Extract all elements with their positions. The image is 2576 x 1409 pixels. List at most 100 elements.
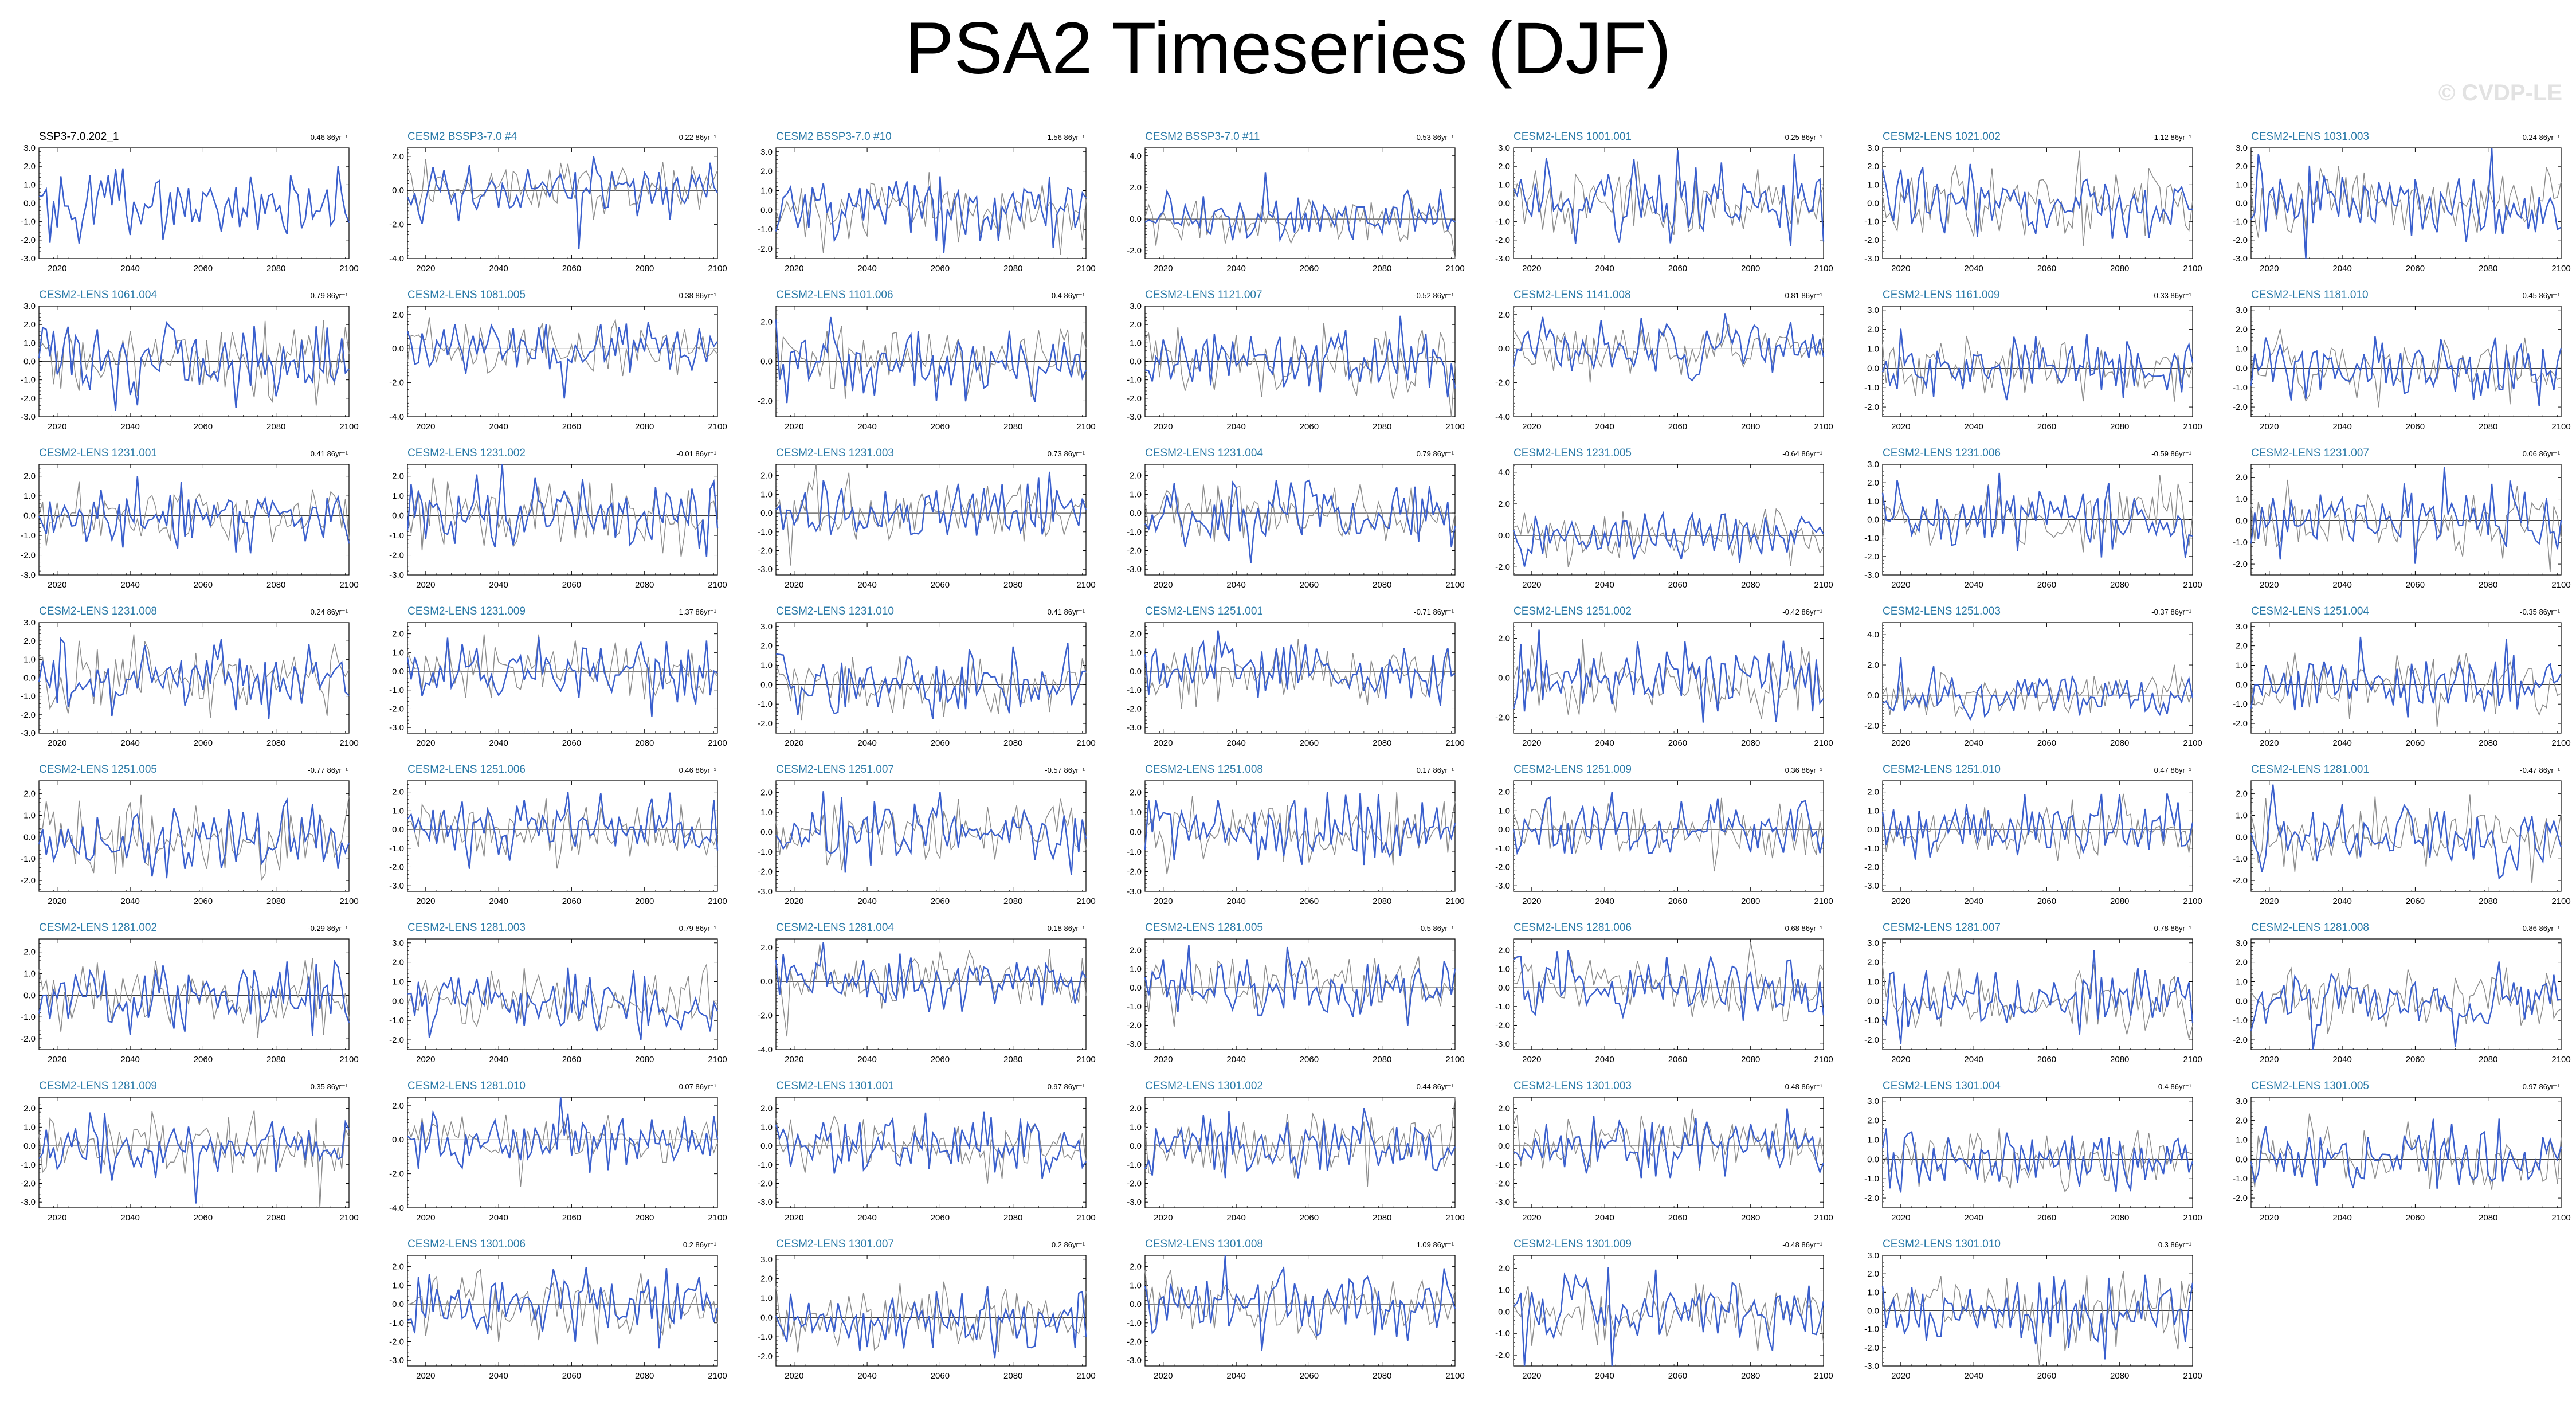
y-tick-label: -1.0 bbox=[1495, 1160, 1510, 1170]
y-tick-label: 2.0 bbox=[760, 1104, 773, 1114]
y-tick-label: 3.0 bbox=[2236, 143, 2248, 153]
panel-title: CESM2-LENS 1301.002 bbox=[1145, 1080, 1263, 1092]
x-tick-label: 2080 bbox=[266, 422, 285, 432]
panel-title: CESM2-LENS 1281.001 bbox=[2251, 764, 2369, 776]
timeseries-panel: CESM2-LENS 1101.006 0.4 86yr⁻¹ 2.0 0.0 -2.0 2… bbox=[758, 289, 1096, 432]
x-tick-label: 2100 bbox=[1445, 1055, 1464, 1064]
reference-series-line bbox=[775, 798, 1087, 871]
y-tick-label: -1.0 bbox=[21, 692, 36, 702]
x-tick-label: 2080 bbox=[1003, 422, 1022, 432]
panel-trend: 0.79 86yr⁻¹ bbox=[1417, 449, 1454, 458]
x-tick-label: 2020 bbox=[416, 738, 435, 748]
x-tick-label: 2020 bbox=[785, 1371, 803, 1381]
x-tick-label: 2020 bbox=[785, 1213, 803, 1223]
y-tick-label: 1.0 bbox=[760, 660, 773, 670]
x-tick-label: 2100 bbox=[1076, 1213, 1095, 1223]
timeseries-panel: CESM2-LENS 1281.006 -0.68 86yr⁻¹ 2.0 1.0 0.0… bbox=[1495, 922, 1833, 1064]
y-tick-label: -1.0 bbox=[1127, 527, 1142, 537]
y-tick-label: -1.0 bbox=[758, 1332, 773, 1342]
x-tick-label: 2020 bbox=[785, 1055, 803, 1064]
y-tick-label: 3.0 bbox=[2236, 306, 2248, 315]
x-tick-label: 2080 bbox=[1003, 264, 1022, 273]
x-tick-label: 2020 bbox=[2260, 580, 2279, 590]
y-tick-label: -2.0 bbox=[1127, 704, 1142, 714]
y-tick-label: -1.0 bbox=[1127, 686, 1142, 695]
x-tick-label: 2060 bbox=[2037, 897, 2056, 906]
y-tick-label: 0.0 bbox=[1498, 1141, 1510, 1151]
panel-title: CESM2-LENS 1281.010 bbox=[407, 1080, 526, 1092]
y-tick-label: 1.0 bbox=[1130, 1122, 1142, 1132]
timeseries-panel: CESM2-LENS 1301.008 1.09 86yr⁻¹ 2.0 1.0 0.0 -… bbox=[1127, 1238, 1465, 1381]
x-tick-label: 2060 bbox=[931, 264, 950, 273]
x-tick-label: 2100 bbox=[339, 264, 358, 273]
x-tick-label: 2100 bbox=[1814, 1371, 1833, 1381]
y-tick-label: 0.0 bbox=[1867, 515, 1879, 525]
y-tick-label: 0.0 bbox=[1867, 363, 1879, 373]
panel-trend: -0.24 86yr⁻¹ bbox=[2520, 133, 2560, 142]
reference-series-line bbox=[1882, 1271, 2193, 1367]
x-tick-label: 2040 bbox=[489, 264, 508, 273]
y-tick-label: 0.0 bbox=[1130, 357, 1142, 367]
panel-trend: -0.01 86yr⁻¹ bbox=[676, 449, 716, 458]
y-tick-label: -3.0 bbox=[758, 565, 773, 574]
panel-frame bbox=[1513, 1097, 1824, 1208]
x-tick-label: 2040 bbox=[1595, 422, 1614, 432]
y-tick-label: -2.0 bbox=[2233, 559, 2248, 569]
y-tick-label: 3.0 bbox=[1867, 1251, 1879, 1261]
x-tick-label: 2040 bbox=[489, 738, 508, 748]
y-tick-label: 2.0 bbox=[1498, 788, 1510, 797]
reference-series-line bbox=[38, 794, 350, 882]
reference-series-line bbox=[407, 317, 718, 377]
y-tick-label: -2.0 bbox=[21, 876, 36, 886]
timeseries-panel: CESM2-LENS 1231.001 0.41 86yr⁻¹ 2.0 1.0 0.0 -… bbox=[21, 447, 359, 590]
member-series-line bbox=[775, 316, 1087, 404]
y-tick-label: 2.0 bbox=[1867, 660, 1879, 670]
panel-trend: 0.07 86yr⁻¹ bbox=[679, 1082, 717, 1091]
y-tick-label: 0.0 bbox=[23, 511, 36, 521]
x-tick-label: 2100 bbox=[708, 1213, 727, 1223]
y-tick-label: -2.0 bbox=[1495, 713, 1510, 722]
y-tick-label: -2.0 bbox=[2233, 236, 2248, 245]
x-tick-label: 2080 bbox=[1741, 1055, 1760, 1064]
x-tick-label: 2020 bbox=[48, 1055, 66, 1064]
x-tick-label: 2040 bbox=[1595, 1213, 1614, 1223]
x-tick-label: 2060 bbox=[1300, 738, 1319, 748]
y-tick-label: -1.0 bbox=[389, 531, 404, 541]
x-tick-label: 2100 bbox=[2551, 422, 2570, 432]
reference-series-line bbox=[1882, 150, 2193, 246]
x-tick-label: 2040 bbox=[120, 1213, 139, 1223]
x-tick-label: 2060 bbox=[2037, 422, 2056, 432]
timeseries-panel: CESM2-LENS 1301.005 -0.97 86yr⁻¹ 3.0 2.0 1.0… bbox=[2233, 1080, 2571, 1223]
panel-frame bbox=[38, 1097, 350, 1208]
x-tick-label: 2020 bbox=[1154, 1055, 1173, 1064]
x-tick-label: 2040 bbox=[489, 580, 508, 590]
y-tick-label: 2.0 bbox=[392, 629, 404, 639]
y-tick-label: -1.0 bbox=[1495, 1002, 1510, 1012]
x-tick-label: 2100 bbox=[1814, 738, 1833, 748]
x-tick-label: 2080 bbox=[635, 1213, 654, 1223]
panel-title: CESM2-LENS 1121.007 bbox=[1145, 289, 1262, 301]
x-tick-label: 2020 bbox=[1154, 1371, 1173, 1381]
y-tick-label: 3.0 bbox=[392, 938, 404, 948]
y-tick-label: -3.0 bbox=[758, 1197, 773, 1207]
y-tick-label: 2.0 bbox=[1498, 1264, 1510, 1274]
y-tick-label: 2.0 bbox=[392, 1262, 404, 1272]
panel-title: CESM2 BSSP3-7.0 #10 bbox=[776, 131, 892, 143]
y-tick-label: -1.0 bbox=[21, 531, 36, 541]
y-tick-label: 0.0 bbox=[392, 186, 404, 195]
x-tick-label: 2060 bbox=[931, 580, 950, 590]
y-tick-label: 1.0 bbox=[23, 491, 36, 501]
x-tick-label: 2020 bbox=[1522, 264, 1541, 273]
x-tick-label: 2060 bbox=[1300, 897, 1319, 906]
x-tick-label: 2040 bbox=[1964, 580, 1983, 590]
x-tick-label: 2060 bbox=[2406, 264, 2425, 273]
y-tick-label: 0.0 bbox=[23, 674, 36, 683]
timeseries-panel: CESM2-LENS 1281.009 0.35 86yr⁻¹ 2.0 1.0 0.0 -… bbox=[21, 1080, 359, 1223]
y-tick-label: 0.0 bbox=[392, 825, 404, 835]
y-tick-label: 0.0 bbox=[1867, 825, 1879, 835]
y-tick-label: -2.0 bbox=[1127, 246, 1142, 256]
panel-trend: 0.36 86yr⁻¹ bbox=[1785, 766, 1823, 774]
y-tick-label: -2.0 bbox=[389, 1035, 404, 1045]
y-tick-label: 1.0 bbox=[1867, 977, 1879, 987]
y-tick-label: -2.0 bbox=[1127, 867, 1142, 877]
